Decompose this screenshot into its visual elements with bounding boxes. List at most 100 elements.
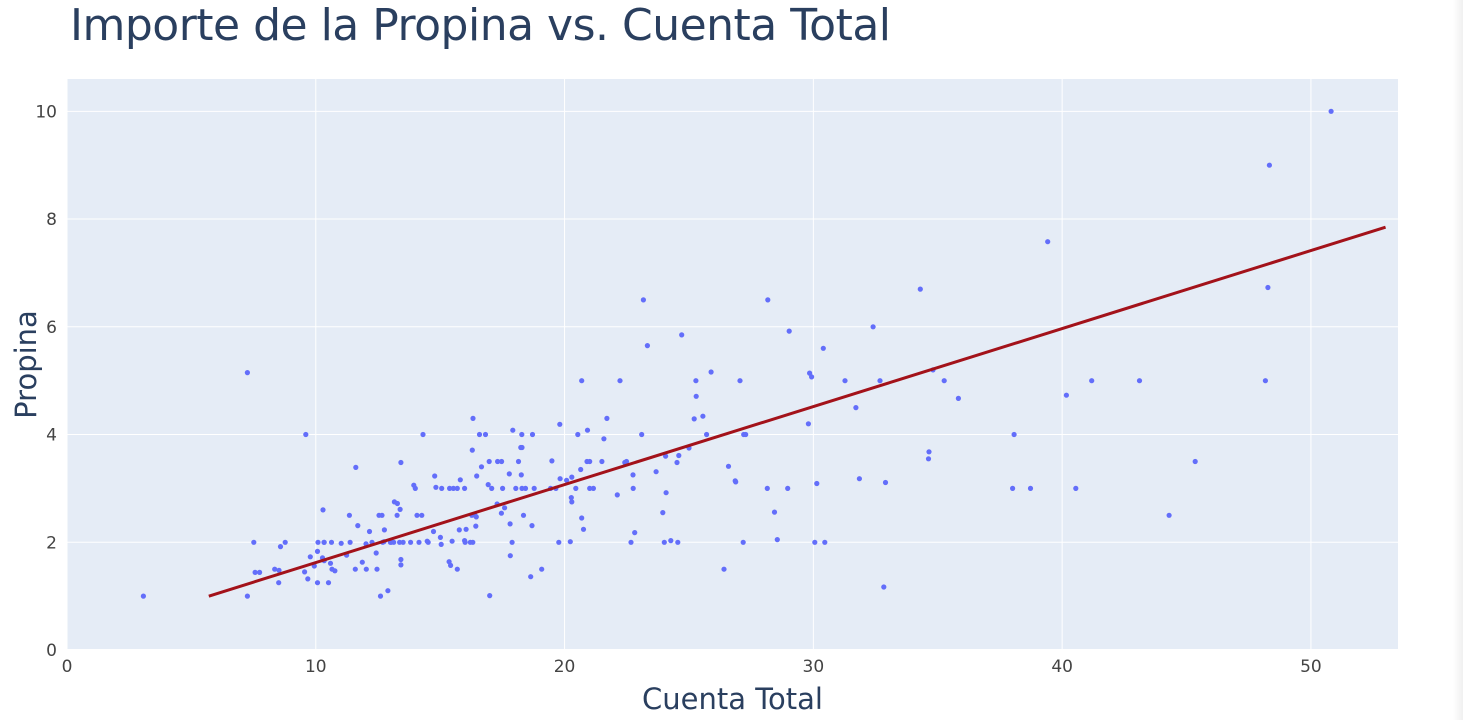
scatter-point — [661, 539, 667, 545]
scatter-point — [502, 505, 508, 511]
scatter-point — [531, 485, 537, 491]
trendline-layer — [208, 225, 1387, 598]
scatter-point — [765, 297, 771, 303]
scatter-point — [352, 566, 358, 572]
scatter-point — [917, 286, 923, 292]
scatter-point — [398, 562, 404, 568]
scatter-point — [704, 431, 710, 438]
scatter-point — [557, 476, 563, 482]
scatter-point — [321, 539, 327, 545]
scatter-point — [454, 485, 460, 491]
scatter-point — [601, 436, 607, 442]
scatter-point — [379, 512, 385, 518]
scatter-point — [599, 458, 605, 465]
plot-background — [67, 79, 1398, 650]
scatter-point — [926, 449, 932, 455]
scatter-point — [518, 472, 524, 478]
scatter-point — [822, 539, 828, 545]
scatter-point — [1011, 431, 1017, 438]
scatter-point — [374, 566, 380, 572]
scatter-point — [1063, 392, 1069, 398]
scatter-point — [522, 485, 529, 491]
scatter-point — [1045, 239, 1051, 245]
scatter-point — [498, 510, 504, 516]
scatter-point — [140, 593, 146, 599]
scatter-point — [276, 580, 282, 586]
scatter-point — [315, 539, 321, 545]
scatter-point — [244, 370, 250, 376]
scatter-point — [573, 485, 579, 491]
scatter-point — [478, 464, 485, 470]
scatter-point — [856, 476, 863, 482]
scatter-point — [785, 485, 791, 491]
scatter-point — [359, 559, 365, 565]
scatter-point — [394, 500, 400, 507]
scatter-point — [302, 569, 308, 575]
scatter-point — [327, 560, 334, 566]
scatter-point — [450, 485, 456, 491]
scatter-point — [580, 526, 587, 532]
scatter-point — [771, 509, 778, 515]
scatter-point — [244, 593, 250, 599]
scatter-point — [303, 431, 309, 438]
scatter-point — [590, 485, 597, 491]
scatter-point — [347, 539, 353, 545]
scatter-point — [708, 369, 714, 375]
scatter-point — [725, 463, 732, 469]
scatter-point — [420, 431, 426, 438]
y-tick-label: 2 — [46, 533, 57, 553]
scatter-point — [814, 480, 820, 487]
scatter-point — [437, 534, 443, 541]
scatter-point — [1166, 512, 1172, 518]
scatter-point — [487, 593, 493, 599]
scatter-point — [674, 459, 680, 466]
scatter-point — [764, 485, 770, 491]
scatter-point — [877, 378, 883, 384]
scatter-point — [462, 485, 468, 491]
scatter-point — [328, 539, 335, 545]
scatter-point — [691, 416, 697, 422]
scatter-point — [519, 444, 525, 451]
scatter-point — [679, 332, 685, 338]
scatter-point — [675, 539, 681, 545]
scatter-point — [425, 539, 431, 545]
scatter-point — [439, 485, 445, 491]
scatter-point — [584, 427, 591, 433]
scatter-point — [529, 523, 535, 529]
x-tick-label: 20 — [554, 657, 576, 677]
scatter-point — [587, 485, 593, 491]
scatter-point — [630, 472, 636, 478]
scatter-point — [733, 479, 739, 485]
grid-lines — [66, 79, 1398, 651]
scatter-point — [617, 378, 623, 384]
scatter-point — [569, 499, 575, 505]
scatter-point — [486, 458, 492, 465]
scatter-point — [510, 427, 516, 433]
y-tick-label: 6 — [46, 318, 57, 338]
scatter-point — [408, 539, 414, 545]
scatter-point — [842, 378, 848, 384]
scatter-point — [640, 297, 647, 303]
scatter-point — [252, 569, 258, 576]
scatter-point — [812, 539, 818, 545]
scatter-point — [282, 539, 288, 545]
scatter-point — [556, 539, 562, 545]
scatter-point — [398, 556, 404, 563]
scatter-point — [463, 526, 469, 532]
scatter-point — [485, 482, 491, 488]
scatter-point — [432, 473, 438, 479]
x-tick-label: 30 — [803, 657, 825, 677]
scatter-point — [774, 537, 780, 543]
scatter-point — [557, 421, 563, 427]
scatter-point — [457, 477, 463, 483]
scatter-point — [578, 466, 584, 473]
scatter-point — [1265, 284, 1271, 291]
scatter-point — [1136, 378, 1143, 384]
scatter-point — [740, 539, 746, 545]
scatter-point — [925, 456, 932, 462]
scatter-point — [412, 485, 418, 491]
scatter-point — [400, 539, 406, 545]
scatter-point — [495, 458, 501, 465]
scatter-point — [653, 469, 659, 475]
scatter-point — [470, 415, 476, 421]
